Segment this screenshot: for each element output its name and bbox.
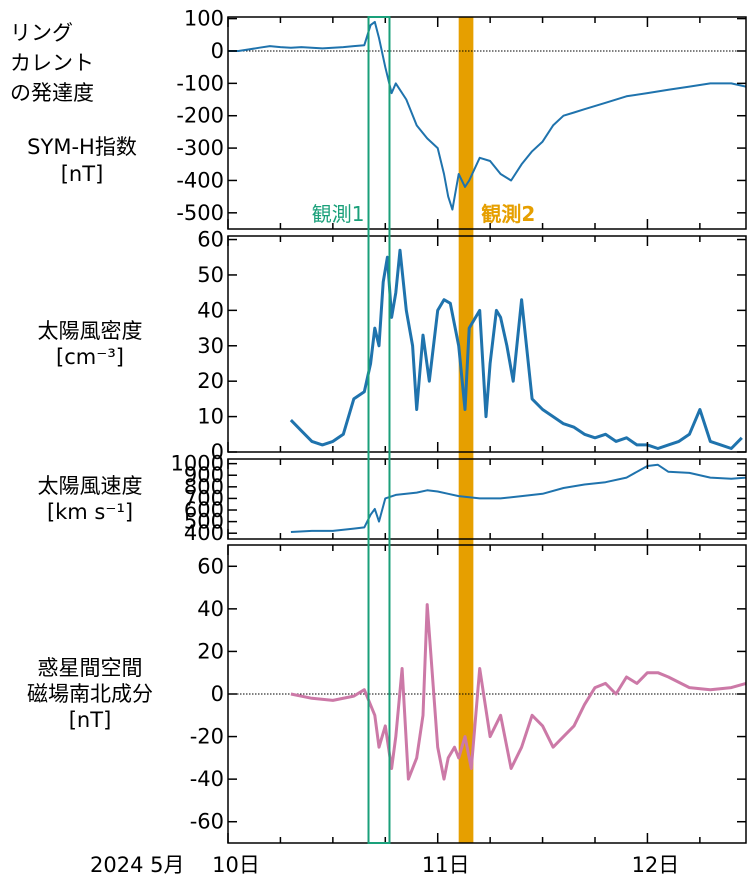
panel-label-line: [nT] <box>61 162 104 186</box>
panel-label-line: の発達度 <box>10 81 94 105</box>
x-tick-label: 11日 <box>422 853 470 877</box>
y-tick-label: -20 <box>190 725 224 749</box>
observation-markers <box>458 17 474 843</box>
y-tick-label: 900 <box>184 463 224 487</box>
panel-label-line: [km s⁻¹] <box>47 500 133 524</box>
y-tick-label: 60 <box>197 554 224 578</box>
y-tick-label: 100 <box>184 7 224 31</box>
y-tick-label: 20 <box>197 639 224 663</box>
y-tick-label: 30 <box>197 334 224 358</box>
y-tick-label: 400 <box>184 521 224 545</box>
panel-label-line: [cm⁻³] <box>56 345 124 369</box>
panel-label-line: リング <box>10 21 73 45</box>
y-tick-label: -100 <box>176 71 224 95</box>
observation-2-label: 観測2 <box>481 202 535 226</box>
panel-label-line: [nT] <box>69 708 112 732</box>
series-line-symh <box>228 20 746 211</box>
y-tick-label: 60 <box>197 228 224 252</box>
panel-frame <box>227 16 747 230</box>
series-line-speed <box>290 463 746 533</box>
panel-label-line: 太陽風速度 <box>38 474 143 498</box>
panel-label-line: SYM-H指数 <box>27 135 137 159</box>
y-tick-label: 20 <box>197 369 224 393</box>
panel-label-line: カレント <box>10 51 94 75</box>
observation-1-label: 観測1 <box>312 202 365 226</box>
observation-2-band <box>458 17 474 843</box>
panel-label-line: 惑星間空間 <box>38 656 143 680</box>
y-tick-label: -500 <box>176 201 224 225</box>
y-tick-label: 40 <box>197 298 224 322</box>
y-tick-label: 700 <box>184 486 224 510</box>
y-tick-label: 50 <box>197 263 224 287</box>
panel-frame <box>227 235 747 453</box>
y-tick-label: 0 <box>211 39 224 63</box>
y-tick-label: -60 <box>190 810 224 834</box>
y-tick-label: -300 <box>176 136 224 160</box>
y-tick-label: 600 <box>184 498 224 522</box>
panel-label-line: 磁場南北成分 <box>27 682 153 706</box>
x-axis-tick-labels: 10日 11日 12日 <box>212 853 679 877</box>
panel-label-line: 太陽風密度 <box>38 319 143 343</box>
series-line-density <box>289 248 743 450</box>
y-tick-label: 10 <box>197 405 224 429</box>
panel-solar-wind-density: 0 10 20 30 40 50 60 太陽風密度[cm⁻³] <box>38 228 747 464</box>
x-axis-date-prefix: 2024 5月 <box>90 853 184 877</box>
x-tick-label: 12日 <box>632 853 680 877</box>
y-tick-label: 1000 <box>171 452 224 476</box>
y-tick-label: -40 <box>190 767 224 791</box>
y-tick-label: 0 <box>211 682 224 706</box>
observation-1-box <box>367 16 391 844</box>
y-tick-label: -200 <box>176 104 224 128</box>
y-tick-label: 40 <box>197 597 224 621</box>
y-tick-label: 800 <box>184 475 224 499</box>
series-line-imf_bz <box>290 603 746 781</box>
y-tick-label: -400 <box>176 168 224 192</box>
y-tick-label: 0 <box>211 440 224 464</box>
x-tick-label: 10日 <box>212 853 260 877</box>
y-tick-label: 500 <box>184 510 224 534</box>
